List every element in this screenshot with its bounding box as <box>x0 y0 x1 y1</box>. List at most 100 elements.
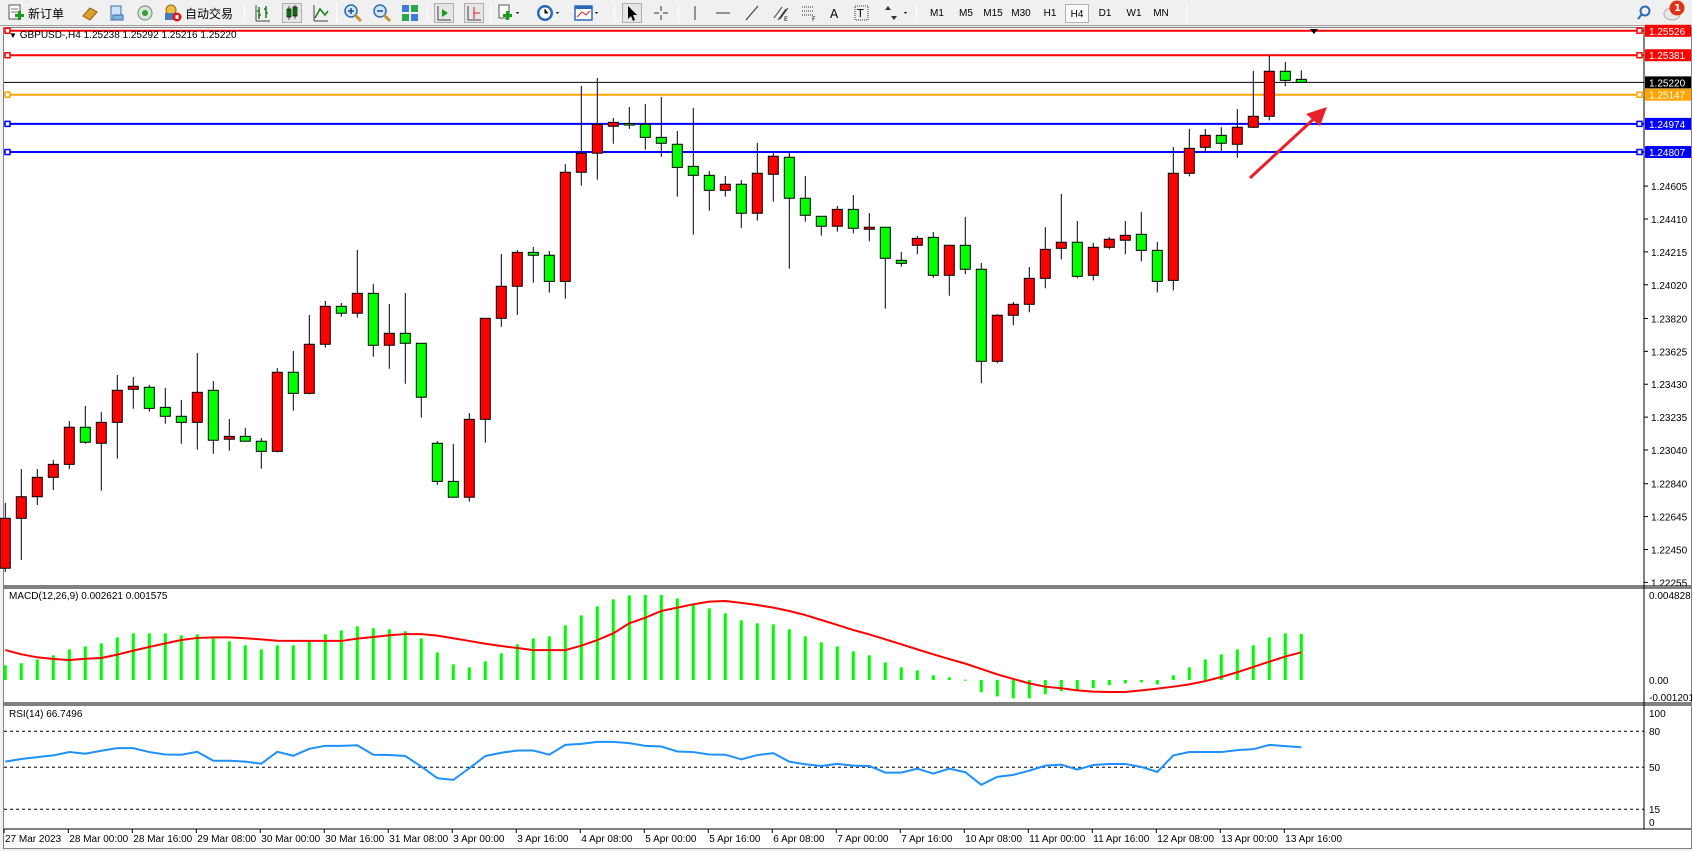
macd-histogram-bar <box>803 636 807 680</box>
market-watch-button[interactable] <box>80 3 100 23</box>
candle-body <box>815 215 827 227</box>
timeframe-m5[interactable]: M5 <box>959 8 973 19</box>
trendline-button[interactable] <box>743 3 761 23</box>
candle-46 <box>735 180 747 228</box>
auto-scroll-button[interactable] <box>434 3 454 23</box>
arrows-button[interactable] <box>882 3 910 23</box>
fibonacci-button[interactable]: F <box>800 3 818 23</box>
timeframe-m30[interactable]: M30 <box>1011 8 1031 19</box>
macd-histogram-bar <box>371 628 375 680</box>
macd-histogram-bar <box>147 633 151 680</box>
macd-tick-label: 0.00 <box>1649 676 1669 687</box>
price-label-bg <box>1645 88 1691 101</box>
trendline-icon <box>745 5 759 21</box>
timeframe-d1[interactable]: D1 <box>1098 8 1112 19</box>
macd-histogram-bar <box>131 633 135 680</box>
horizontal-line-button[interactable] <box>714 3 732 23</box>
text-tool-button[interactable]: A <box>827 3 843 23</box>
candle-40 <box>639 103 651 150</box>
fibonacci-icon: F <box>802 6 816 22</box>
candle-1 <box>15 469 27 560</box>
price-label-bg <box>1645 146 1691 159</box>
line-chart-button[interactable] <box>312 3 330 23</box>
candle-body <box>751 172 763 214</box>
macd-histogram-bar <box>707 608 711 680</box>
zoom-in-button[interactable] <box>343 3 363 23</box>
candle-15 <box>239 427 251 442</box>
line-handle <box>1636 27 1643 35</box>
candle-body <box>1151 249 1163 282</box>
candle-body <box>367 292 379 346</box>
candle-69 <box>1103 237 1115 250</box>
collapse-triangle-icon[interactable]: ▼ <box>9 31 17 40</box>
candle-61 <box>975 262 987 384</box>
cursor-tool-button[interactable] <box>622 3 642 23</box>
line-handle <box>4 27 11 35</box>
timeframe-mn[interactable]: MN <box>1153 8 1169 19</box>
annotation-arrow-line <box>1248 113 1320 180</box>
candle-body <box>575 152 587 173</box>
candle-body <box>0 517 11 569</box>
macd-histogram-bar <box>1107 680 1111 686</box>
new-order-icon <box>8 4 24 20</box>
macd-histogram-bar <box>227 641 231 680</box>
macd-histogram-bar <box>851 651 855 680</box>
macd-histogram-bar <box>1219 654 1223 680</box>
time-label: 29 Mar 08:00 <box>197 834 256 845</box>
search-button[interactable] <box>1635 3 1653 23</box>
candle-body <box>399 332 411 344</box>
vertical-line-button[interactable] <box>686 3 704 23</box>
price-tick-label: 1.24215 <box>1651 248 1688 259</box>
new-order-label: 新订单 <box>28 6 65 21</box>
zoom-out-button[interactable] <box>372 3 392 23</box>
periods-button[interactable] <box>535 3 561 23</box>
candle-72 <box>1151 241 1163 293</box>
macd-histogram-bar <box>531 638 535 680</box>
notifications-button[interactable]: 1 <box>1662 0 1688 21</box>
macd-histogram-bar <box>835 646 839 680</box>
data-window-button[interactable] <box>107 3 127 23</box>
timeframe-h4[interactable]: H4 <box>1065 4 1089 23</box>
chart-shift-button[interactable] <box>464 3 484 23</box>
candle-58 <box>927 231 939 278</box>
rsi-tick-label: 100 <box>1649 709 1666 720</box>
text-label-button[interactable]: T <box>853 3 871 23</box>
candlestick-icon <box>286 5 298 20</box>
crosshair-tool-button[interactable] <box>652 3 670 23</box>
line-handle <box>4 51 11 59</box>
candle-47 <box>751 142 763 221</box>
timeframe-w1[interactable]: W1 <box>1126 8 1142 19</box>
auto-trading-button[interactable]: 自动交易 <box>162 3 233 23</box>
price-label-bg <box>1645 49 1691 62</box>
candle-body <box>79 426 91 443</box>
macd-histogram-bar <box>291 645 295 680</box>
text-icon: A <box>830 7 839 21</box>
rsi-tick-label: 50 <box>1649 763 1661 774</box>
candle-body <box>1183 147 1195 174</box>
chart-window[interactable] <box>3 27 1692 849</box>
timeframe-m15[interactable]: M15 <box>983 8 1003 19</box>
templates-button[interactable] <box>574 3 600 23</box>
indicators-button[interactable] <box>497 3 521 23</box>
candlestick-chart-button[interactable] <box>282 3 302 23</box>
macd-tick-label: 0.004828 <box>1649 591 1691 602</box>
candle-body <box>223 435 235 440</box>
new-order-button[interactable]: 新订单 <box>6 3 64 23</box>
navigator-button[interactable] <box>135 3 155 23</box>
macd-histogram-bar <box>723 613 727 680</box>
candle-13 <box>207 381 219 454</box>
candle-28 <box>447 443 459 498</box>
rsi-label: RSI(14) 66.7496 <box>9 709 83 720</box>
price-tick-label: 1.24605 <box>1651 182 1688 193</box>
tile-windows-button[interactable] <box>401 3 419 23</box>
candle-55 <box>879 226 891 309</box>
macd-histogram-bar <box>179 635 183 680</box>
zoom-in-icon <box>344 4 363 23</box>
candle-body <box>447 480 459 498</box>
candle-49 <box>783 153 795 269</box>
timeframe-m1[interactable]: M1 <box>930 8 944 19</box>
timeframe-h1[interactable]: H1 <box>1043 8 1057 19</box>
channel-button[interactable]: E <box>772 3 790 23</box>
bar-chart-button[interactable] <box>254 3 272 23</box>
